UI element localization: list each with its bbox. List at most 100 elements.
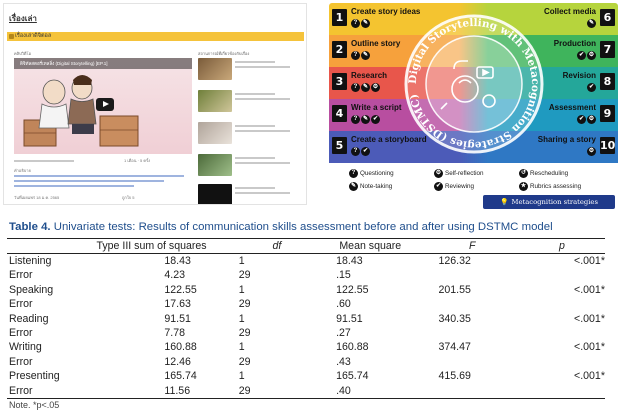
strategy-icon: ⚙ [587, 115, 596, 124]
strategy-icon: ✎ [361, 83, 370, 92]
step-number: 2 [332, 41, 347, 58]
legend: ? Questioning ✎ Note-taking ⚙ Self-reflection… [329, 165, 618, 211]
video-stats: 1 เดือน · 5 ครั้ง [124, 158, 151, 163]
step-number: 7 [600, 41, 615, 58]
related-text-line [235, 162, 290, 164]
table-row: Error 7.78 29 .27 [7, 326, 605, 340]
metacognition-strategies-button[interactable]: 💡 Metacognition strategies [483, 195, 615, 209]
univariate-tests-table: Type III sum of squares df Mean square F… [7, 238, 605, 400]
cell-p: <.001* [574, 255, 605, 267]
strategy-icon: ✔ [577, 51, 586, 60]
video-player[interactable]: ดิจิทัลสตอรี่เทลลิ่ง (Digital Storytelli… [14, 58, 192, 154]
table-caption: Table 4. Univariate tests: Results of co… [9, 221, 553, 233]
table-row: Error 4.23 29 .15 [7, 268, 605, 282]
website-screenshot: เรื่องเล่า เรื่องเล่าดิจิตอล คลิปวิดีโอ … [3, 3, 307, 205]
table-row: Listening 18.43 1 18.43 126.32 <.001* [7, 254, 605, 269]
dstmc-infographic: 1 Create story ideas? ✎ 6 Collect media ✎ 2 Out… [329, 3, 618, 211]
step-10: 10 Sharing a story ⚙ [505, 131, 615, 163]
step-band: 3 Research? ✎ ⚙ 8 Revision ✔ [329, 67, 618, 99]
play-button[interactable] [96, 98, 114, 111]
strategy-icon: ? [351, 115, 360, 124]
strategy-icon: ⚙ [587, 51, 596, 60]
cell-f [425, 297, 519, 311]
step-number: 10 [600, 137, 616, 154]
strategy-icon: ✎ [361, 115, 370, 124]
cell-ss: 12.46 [164, 355, 191, 368]
step-number: 1 [332, 9, 347, 26]
strategy-icons: ✔ ⚙ [577, 115, 596, 124]
cell-f [425, 268, 519, 282]
related-video-thumb[interactable] [198, 122, 232, 144]
cell-p [519, 326, 605, 340]
step-label: Create a storyboard [351, 135, 427, 144]
like-badge[interactable]: ถูกใจ 5 [122, 195, 135, 200]
publish-date: วันที่เผยแพร่ 18 ม.ค. 2565 [14, 195, 60, 200]
related-video-thumb[interactable] [198, 154, 232, 176]
strategy-icon: ✎ [361, 19, 370, 28]
cell-label: Error [9, 355, 33, 368]
header-label [7, 238, 65, 254]
strategy-icon: ? [351, 19, 360, 28]
divider [14, 160, 74, 162]
table-row: Error 12.46 29 .43 [7, 355, 605, 369]
related-video-thumb[interactable] [198, 58, 232, 80]
cell-p: <.001* [574, 370, 605, 383]
cell-label: Speaking [9, 283, 54, 296]
table-note: Note. *p<.05 [9, 400, 60, 410]
header-mean-square: Mean square [315, 238, 426, 254]
strategy-icons: ? ✎ [351, 51, 370, 60]
related-text-line [235, 125, 275, 127]
cell-p [519, 268, 605, 282]
legend-item: ★ Rubrics assessing [519, 182, 581, 191]
cell-df: 29 [238, 269, 251, 282]
cell-f: 340.35 [438, 312, 471, 325]
cell-label: Error [9, 327, 33, 340]
lightbulb-icon: 💡 [500, 198, 509, 206]
legend-item: ✎ Note-taking [349, 182, 392, 191]
cell-ms: .15 [336, 269, 351, 282]
related-video-thumb[interactable] [198, 90, 232, 112]
table-row: Presenting 165.74 1 165.74 415.69 <.001* [7, 369, 605, 383]
site-title[interactable]: เรื่องเล่า [9, 14, 37, 23]
table-row: Error 17.63 29 .60 [7, 297, 605, 311]
left-column-label: คลิปวิดีโอ [14, 51, 32, 56]
cell-p: <.001* [574, 283, 605, 296]
step-label: Production [553, 39, 596, 48]
cell-ms: .43 [336, 355, 351, 368]
legend-icon: ⚙ [434, 169, 443, 178]
related-text-line [235, 61, 275, 63]
cell-ss: 17.63 [164, 298, 191, 311]
related-video-thumb[interactable] [198, 184, 232, 204]
strategy-icon: ⚙ [587, 147, 596, 156]
legend-label: Rubrics assessing [530, 183, 582, 191]
table-row: Error 11.56 29.40 [7, 383, 605, 400]
table-number: Table 4. [9, 221, 51, 233]
strategy-icon: ? [351, 51, 360, 60]
step-label: Create story ideas [351, 7, 421, 16]
cell-df: 29 [238, 327, 251, 340]
cell-df: 29 [238, 298, 251, 311]
strategy-icon: ✔ [361, 147, 370, 156]
header-f: F [425, 238, 520, 254]
related-text-line [235, 192, 290, 194]
legend-icon: ? [349, 169, 358, 178]
cell-label: Error [7, 383, 65, 400]
legend-icon: ★ [519, 182, 528, 191]
cell-f: 415.69 [438, 370, 471, 383]
cell-ms: 122.55 [336, 283, 369, 296]
legend-label: Questioning [360, 170, 394, 178]
cell-label: Writing [9, 341, 42, 354]
cell-ss: 18.43 [164, 255, 191, 267]
step-label: Assessment [548, 103, 596, 112]
related-text-line [235, 98, 290, 100]
step-band: 1 Create story ideas? ✎ 6 Collect media ✎ [329, 3, 618, 35]
cell-ss: 7.78 [164, 327, 185, 340]
step-9: 9 Assessment ✔ ⚙ [505, 99, 615, 131]
table-row: Speaking 122.55 1 122.55 201.55 <.001* [7, 283, 605, 297]
step-8: 8 Revision ✔ [505, 67, 615, 99]
metacognition-label: Metacognition strategies [511, 198, 598, 206]
legend-item: ⚙ Self-reflection [434, 169, 484, 178]
cell-ms: 165.74 [336, 370, 369, 383]
highlight-bar: เรื่องเล่าดิจิตอล [7, 32, 304, 41]
storytelling-icons [440, 60, 496, 110]
